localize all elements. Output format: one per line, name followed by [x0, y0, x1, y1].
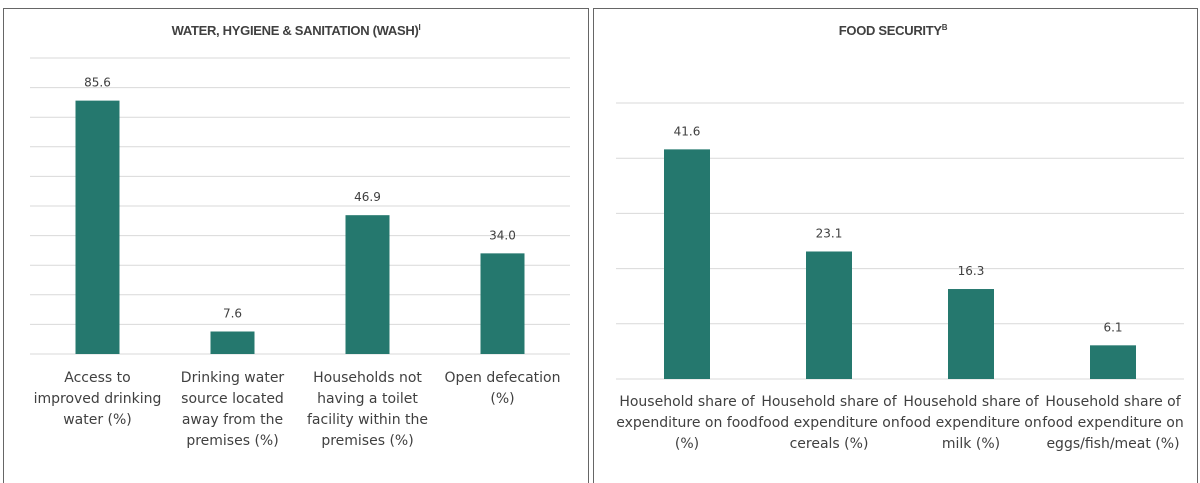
chart-title: WATER, HYGIENE & SANITATION (WASH)I [172, 23, 421, 38]
x-tick-label: Access to improved drinking water (%) [33, 370, 162, 428]
title-text: FOOD SECURITY [839, 23, 943, 38]
bar [806, 251, 852, 379]
title-text: WATER, HYGIENE & SANITATION (WASH) [172, 23, 419, 38]
x-tick-label: Household share of food expenditure on m… [900, 394, 1042, 452]
bar [210, 331, 255, 354]
x-tick-label: Open defecation (%) [444, 370, 561, 407]
data-label: 46.9 [354, 190, 381, 204]
panel [593, 8, 1198, 483]
bar [1090, 345, 1136, 379]
data-label: 7.6 [223, 307, 242, 321]
x-tick-label: Households not having a toilet facility … [307, 370, 428, 449]
bar [480, 253, 525, 354]
x-tick-label: Drinking water source located away from … [180, 370, 285, 449]
data-label: 85.6 [84, 76, 111, 90]
data-label: 34.0 [489, 228, 516, 242]
data-label: 41.6 [674, 124, 701, 138]
x-tick-label: Household share of expenditure on food (… [616, 394, 758, 452]
title-superscript: I [418, 23, 420, 32]
panel [3, 8, 589, 483]
data-label: 6.1 [1103, 320, 1122, 334]
bar [75, 100, 120, 355]
bar [345, 215, 390, 354]
x-tick-label: Household share of food expenditure on e… [1042, 394, 1184, 452]
chart-title: FOOD SECURITYB [839, 23, 948, 38]
title-superscript: B [942, 23, 948, 32]
x-tick-label: Household share of food expenditure on c… [758, 394, 900, 452]
data-label: 16.3 [958, 264, 985, 278]
bar [948, 289, 994, 379]
data-label: 23.1 [816, 226, 843, 240]
bar [664, 149, 710, 379]
